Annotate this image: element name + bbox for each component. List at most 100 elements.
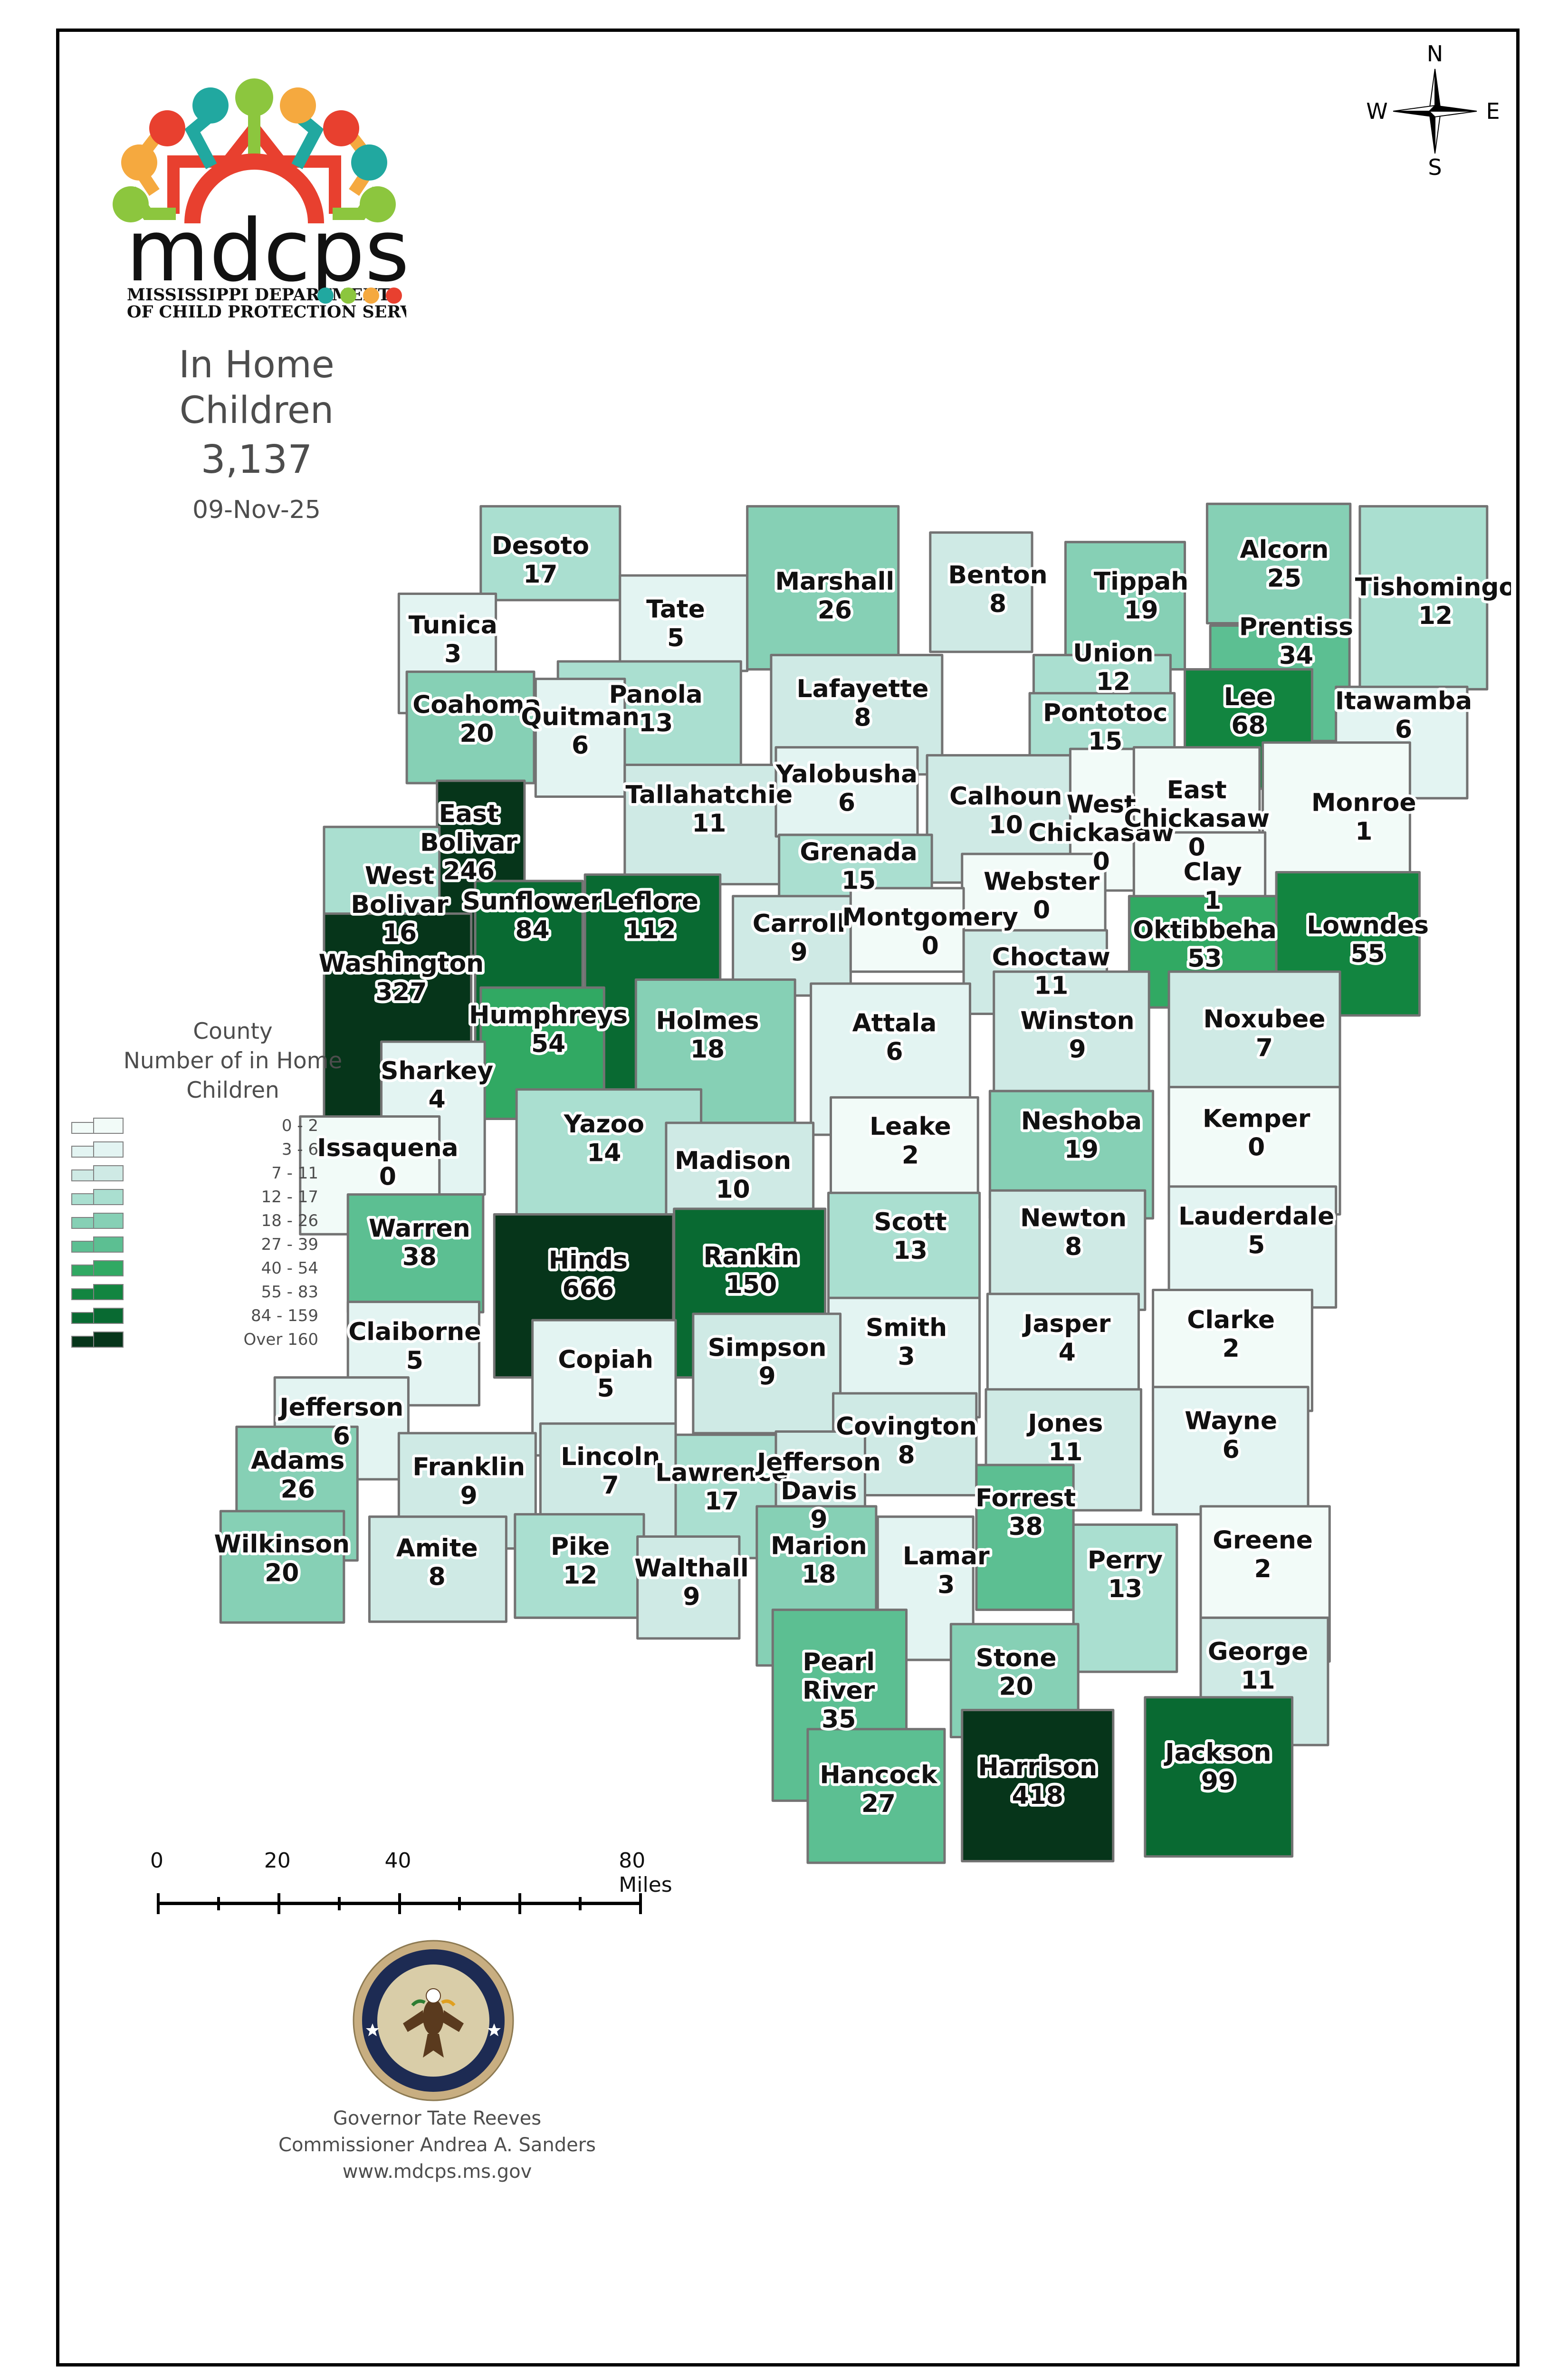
county-value-label: 5 [406, 1346, 423, 1375]
county-region[interactable] [746, 505, 900, 671]
county-value-label: 7 [602, 1471, 619, 1500]
county-value-label: 38 [402, 1243, 437, 1272]
county-name-label: Clarke [1187, 1306, 1275, 1334]
county-name-label: Amite [396, 1534, 478, 1562]
total-count: 3,137 [201, 437, 313, 482]
compass-west-label: W [1366, 98, 1387, 124]
county-value-label: 17 [705, 1487, 739, 1516]
county-value-label: 6 [838, 789, 855, 817]
legend-item: 12 - 17 [71, 1185, 366, 1209]
county-region[interactable] [692, 1313, 842, 1435]
county-name-label: Rankin [703, 1242, 799, 1271]
county-value-label: 112 [624, 916, 676, 944]
county-region[interactable] [849, 887, 965, 973]
county-name-label: Winston [1020, 1006, 1134, 1035]
county-value-label: 11 [692, 809, 726, 838]
county-region[interactable] [1072, 1523, 1178, 1673]
county-name-label: Pike [551, 1533, 610, 1561]
county-name-label: Carroll [753, 910, 846, 938]
county-region[interactable] [405, 671, 535, 785]
county-region[interactable] [1144, 1696, 1294, 1858]
county-name-label: Lafayette [797, 675, 929, 703]
county-value-label: 9 [460, 1482, 478, 1510]
county-value-label: 9 [683, 1583, 700, 1611]
county-name-label: Leflore [602, 887, 698, 916]
legend-swatch-icon [71, 1141, 124, 1158]
mdcps-logo: mdcps MISSISSIPPI DEPARTMENT OF CHILD PR… [102, 71, 406, 347]
legend-swatch-icon [71, 1308, 124, 1324]
county-name-label: Clay [1184, 858, 1242, 886]
county-value-label: 34 [1279, 642, 1313, 670]
county-region[interactable] [623, 763, 781, 886]
county-name-label: Monroe [1311, 789, 1416, 817]
county-name-label: Marion [771, 1532, 867, 1560]
county-region[interactable] [1152, 1386, 1310, 1516]
county-region[interactable] [806, 1728, 946, 1864]
scale-tick-label: 40 [384, 1849, 411, 1873]
county-value-label: 3 [898, 1342, 915, 1371]
county-name-label: Panola [609, 680, 703, 709]
county-name-label: Tunica [409, 611, 497, 640]
county-value-label: 20 [265, 1559, 299, 1587]
legend-item: 40 - 54 [71, 1256, 366, 1280]
county-name-label: Harrison [978, 1753, 1097, 1782]
county-value-label: 2 [1223, 1334, 1240, 1363]
county-name-label: Prentiss [1239, 613, 1353, 642]
county-name-label: Sharkey [381, 1057, 493, 1085]
county-name-label: West [1067, 790, 1136, 819]
county-value-label: 13 [639, 709, 673, 738]
county-name-label: Jackson [1164, 1739, 1271, 1767]
county-name-label: Issaquena [317, 1134, 458, 1162]
county-region[interactable] [219, 1510, 345, 1624]
county-name-label: Pontotoc [1043, 699, 1167, 727]
county-name-label: Tippah [1094, 567, 1188, 596]
county-value-label: 26 [281, 1475, 315, 1504]
county-region[interactable] [774, 746, 919, 838]
county-value-label: 12 [563, 1561, 597, 1590]
county-region[interactable] [514, 1513, 645, 1619]
county-region[interactable] [534, 678, 626, 798]
county-value-label: 418 [1012, 1782, 1063, 1810]
county-value-label: 8 [854, 703, 871, 732]
compass-north-label: N [1427, 41, 1443, 67]
county-name-label: George [1208, 1638, 1308, 1666]
county-region[interactable] [1358, 505, 1489, 690]
county-region[interactable] [929, 531, 1033, 653]
county-region[interactable] [368, 1515, 507, 1623]
legend-label: 0 - 2 [281, 1116, 318, 1135]
legend-title-2: Number of in Home [123, 1048, 343, 1074]
county-value-label: 20 [999, 1673, 1033, 1701]
county-value-label: 6 [333, 1422, 350, 1450]
county-region[interactable] [479, 505, 621, 602]
county-value-label: 8 [429, 1563, 446, 1591]
county-name-label: Holmes [656, 1006, 759, 1035]
scale-tick-label: 20 [264, 1849, 291, 1873]
county-region[interactable] [988, 1189, 1147, 1311]
title-line-1: In Home [179, 344, 335, 386]
county-name-label: East [1167, 776, 1227, 805]
county-name-label: Adams [251, 1447, 344, 1475]
county-region[interactable] [975, 1464, 1075, 1611]
county-value-label: 6 [1223, 1436, 1240, 1464]
commissioner-line: Commissioner Andrea A. Sanders [278, 2134, 596, 2156]
county-value-label: 27 [861, 1790, 896, 1818]
county-region[interactable] [1167, 1185, 1338, 1309]
county-value-label: 5 [597, 1374, 614, 1403]
county-region[interactable] [346, 1193, 485, 1313]
county-region[interactable] [961, 1709, 1115, 1863]
county-name-label: Wayne [1185, 1407, 1277, 1436]
county-region[interactable] [1064, 541, 1186, 671]
website-line: www.mdcps.ms.gov [342, 2161, 532, 2183]
legend-item: 27 - 39 [71, 1233, 366, 1256]
county-name-label: Forrest [975, 1484, 1076, 1513]
county-name-label: Bolivar [351, 891, 449, 919]
county-value-label: 1 [1204, 887, 1221, 915]
legend-item: 18 - 26 [71, 1209, 366, 1233]
county-region[interactable] [1205, 502, 1352, 624]
legend-label: 18 - 26 [261, 1211, 318, 1230]
county-name-label: Covington [836, 1412, 977, 1441]
county-name-label: Calhoun [949, 782, 1062, 811]
county-name-label: Claiborne [348, 1318, 481, 1346]
county-region[interactable] [636, 1535, 741, 1640]
county-name-label: Desoto [492, 532, 589, 560]
